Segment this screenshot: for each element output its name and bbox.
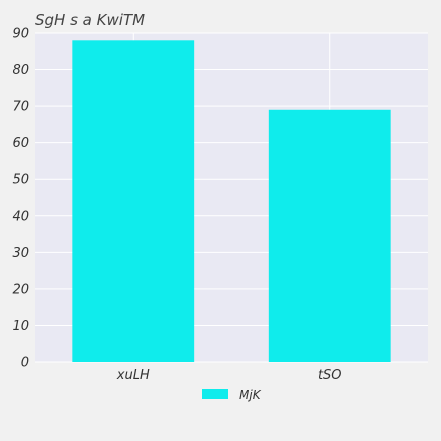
y-tick-label: 40	[12, 209, 29, 224]
chart-title: SgH s a KwiTM	[35, 11, 145, 29]
legend: MjK	[202, 388, 262, 402]
bar-xuLH	[72, 40, 195, 363]
y-tick-label: 30	[12, 246, 29, 261]
x-tick-label: tSO	[318, 368, 342, 383]
x-axis-ticks: xuLH tSO	[116, 368, 342, 383]
y-tick-label: 90	[12, 27, 29, 42]
y-tick-label: 20	[12, 282, 29, 297]
y-tick-label: 70	[12, 100, 29, 115]
y-tick-label: 50	[12, 173, 29, 188]
y-tick-label: 80	[12, 63, 29, 78]
bar-tSO	[268, 109, 391, 363]
y-tick-label: 60	[12, 136, 29, 151]
y-axis-ticks: 0 10 20 30 40 50 60 70 80 90	[12, 27, 29, 371]
x-tick-label: xuLH	[116, 368, 150, 383]
y-tick-label: 10	[12, 319, 29, 334]
legend-label: MjK	[239, 388, 262, 402]
bars	[72, 40, 391, 363]
legend-swatch	[202, 389, 228, 399]
y-tick-label: 0	[21, 356, 29, 371]
